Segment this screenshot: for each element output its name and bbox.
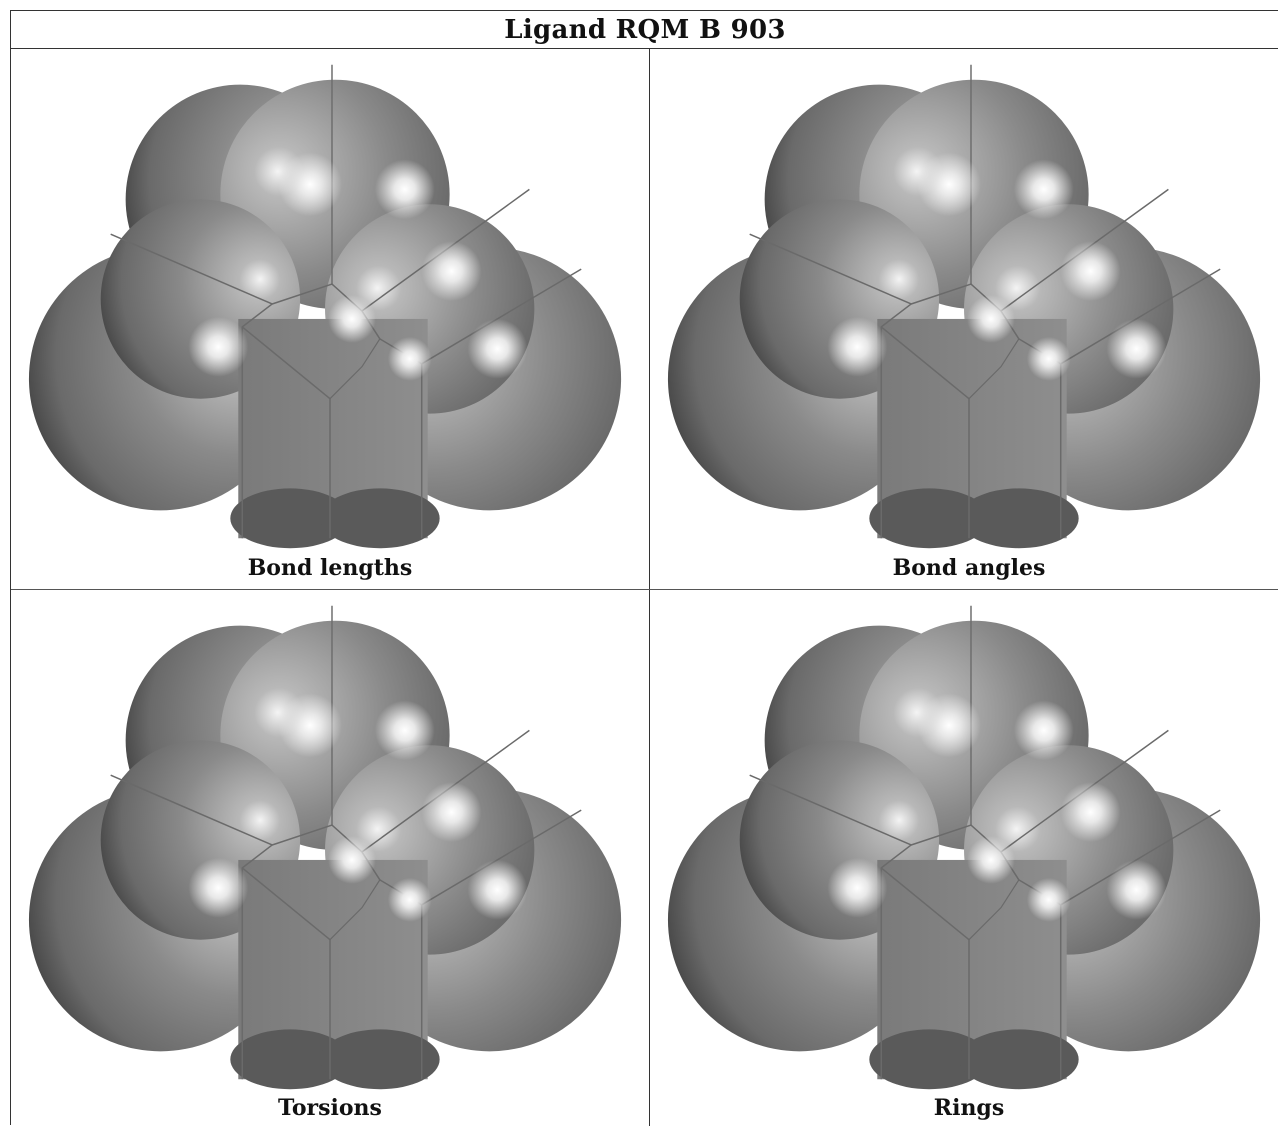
panel-caption: Bond angles [892, 555, 1046, 581]
molecule-surface-image [667, 63, 1261, 549]
panel-bond-angles: Bond angles [650, 49, 1278, 589]
panel-caption: Rings [933, 1095, 1005, 1121]
panel-bond-lengths: Bond lengths [11, 49, 649, 589]
panel-torsions: Torsions [11, 590, 649, 1126]
molecule-surface-image [667, 604, 1261, 1090]
molecule-surface-image [28, 63, 622, 549]
grid-divider-vertical [649, 49, 650, 1126]
panel-caption: Torsions [278, 1095, 382, 1121]
title-cell: Ligand RQM B 903 [11, 11, 1278, 49]
figure-title: Ligand RQM B 903 [504, 14, 786, 45]
panel-rings: Rings [650, 590, 1278, 1126]
molecule-surface-image [28, 604, 622, 1090]
figure-grid: Ligand RQM B 903 Bond lengths Bond angle… [10, 10, 1278, 1126]
grid-divider-horizontal [11, 589, 1278, 590]
panel-caption: Bond lengths [247, 555, 413, 581]
